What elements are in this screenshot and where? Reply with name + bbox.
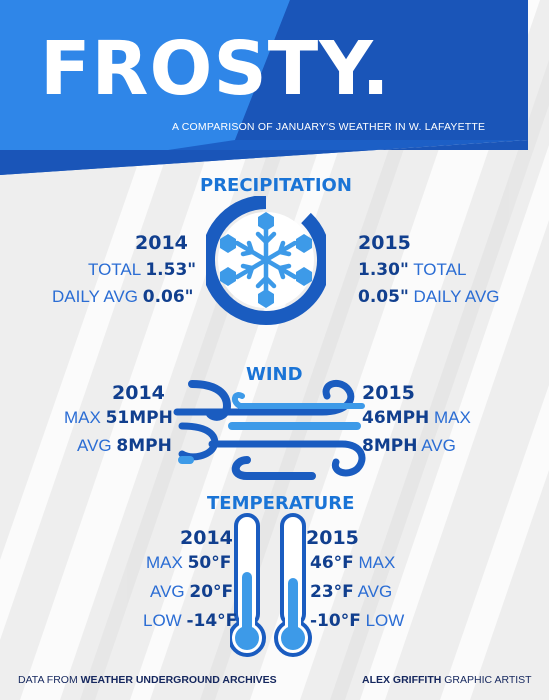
temp-year-2014: 2014 bbox=[180, 527, 233, 549]
precip-year-2014: 2014 bbox=[135, 232, 188, 254]
wind-gust-icon bbox=[173, 379, 366, 480]
temperature-heading: TEMPERATURE bbox=[207, 493, 355, 514]
temp-low-2015: -10°F LOW bbox=[310, 611, 405, 631]
temp-low-2014: LOW -14°F bbox=[143, 611, 238, 631]
precip-daily-avg-2015: 0.05" DAILY AVG bbox=[358, 287, 500, 307]
thermometer-icon bbox=[230, 513, 312, 657]
page-subtitle: A COMPARISON OF JANUARY'S WEATHER IN W. … bbox=[172, 121, 486, 133]
artist-credit: ALEX GRIFFITH GRAPHIC ARTIST bbox=[362, 674, 532, 686]
header-banner bbox=[0, 0, 528, 175]
temp-avg-2015: 23°F AVG bbox=[310, 582, 393, 602]
wind-avg-2014: AVG 8MPH bbox=[77, 436, 172, 456]
wind-max-2015: 46MPH MAX bbox=[362, 408, 471, 428]
precip-year-2015: 2015 bbox=[358, 232, 411, 254]
temp-max-2014: MAX 50°F bbox=[146, 553, 232, 573]
snowflake-icon bbox=[206, 196, 326, 325]
data-source-credit: DATA FROM WEATHER UNDERGROUND ARCHIVES bbox=[18, 674, 277, 686]
temp-avg-2014: AVG 20°F bbox=[150, 582, 234, 602]
page-title: FROSTY. bbox=[40, 26, 391, 112]
precip-total-2014: TOTAL 1.53" bbox=[88, 260, 197, 280]
wind-max-2014: MAX 51MPH bbox=[64, 408, 173, 428]
wind-year-2015: 2015 bbox=[362, 382, 415, 404]
temp-year-2015: 2015 bbox=[306, 527, 359, 549]
wind-avg-2015: 8MPH AVG bbox=[362, 436, 456, 456]
wind-heading: WIND bbox=[246, 364, 303, 385]
wind-year-2014: 2014 bbox=[112, 382, 165, 404]
temp-max-2015: 46°F MAX bbox=[310, 553, 396, 573]
precip-daily-avg-2014: DAILY AVG 0.06" bbox=[52, 287, 194, 307]
precip-total-2015: 1.30" TOTAL bbox=[358, 260, 467, 280]
precipitation-heading: PRECIPITATION bbox=[200, 175, 352, 196]
